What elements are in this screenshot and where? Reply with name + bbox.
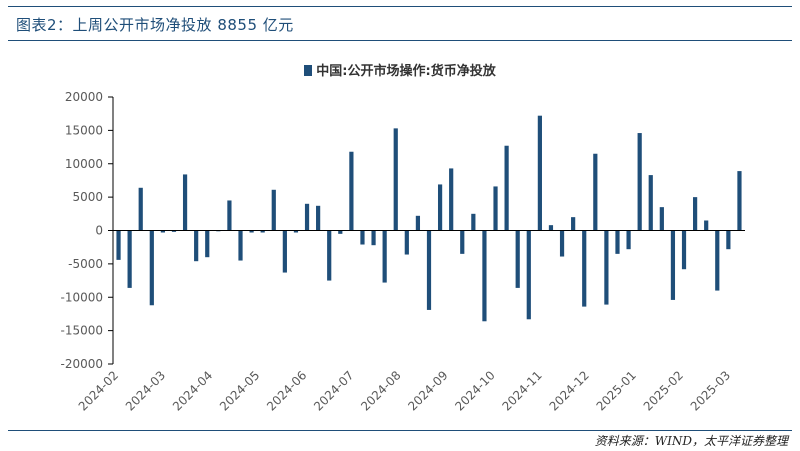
bar xyxy=(149,230,154,306)
bottom-rule xyxy=(8,430,792,431)
bar xyxy=(604,230,609,305)
legend-label: 中国:公开市场操作:货币净投放 xyxy=(316,64,496,79)
x-tick-label: 2024-03 xyxy=(123,368,168,413)
bar xyxy=(260,230,265,233)
bar xyxy=(138,187,143,231)
y-tick-label: 0 xyxy=(95,224,103,238)
bar xyxy=(670,230,676,300)
bar xyxy=(482,230,487,322)
bar xyxy=(182,174,188,231)
bar xyxy=(559,230,565,257)
bar xyxy=(205,230,210,258)
bar xyxy=(659,207,664,231)
x-tick-label: 2024-10 xyxy=(452,368,497,413)
bar xyxy=(349,151,354,231)
bar xyxy=(515,230,520,288)
bar xyxy=(171,230,177,232)
bar xyxy=(371,230,376,246)
x-tick-label: 2024-07 xyxy=(311,368,356,413)
bar xyxy=(382,230,387,283)
bar xyxy=(304,203,310,231)
bar xyxy=(327,230,332,281)
bar xyxy=(737,171,742,231)
bar xyxy=(127,230,132,288)
bar xyxy=(338,230,343,234)
y-tick-label: 10000 xyxy=(65,157,103,171)
bar xyxy=(648,175,653,231)
bar xyxy=(471,213,476,231)
bar xyxy=(493,186,498,231)
bar xyxy=(582,230,587,307)
bar xyxy=(537,115,542,231)
bar xyxy=(704,220,709,231)
chart-legend: 中国:公开市场操作:货币净投放 xyxy=(0,60,800,79)
x-tick-label: 2025-02 xyxy=(641,368,686,413)
bar xyxy=(116,230,121,260)
bar xyxy=(227,200,232,231)
x-tick-label: 2024-11 xyxy=(499,368,544,413)
bar xyxy=(404,230,409,255)
bar xyxy=(504,145,509,231)
bar xyxy=(637,133,642,231)
bar xyxy=(426,230,432,310)
x-tick-label: 2024-06 xyxy=(264,368,309,413)
y-tick-label: -5000 xyxy=(68,257,103,271)
y-tick-label: -15000 xyxy=(60,324,103,338)
bar xyxy=(593,153,598,231)
bar xyxy=(681,230,687,270)
x-tick-label: 2025-03 xyxy=(688,368,733,413)
x-tick-label: 2024-04 xyxy=(170,368,215,413)
x-tick-label: 2024-08 xyxy=(358,368,403,413)
y-tick-label: -20000 xyxy=(60,357,103,371)
y-tick-label: -10000 xyxy=(60,290,103,304)
source-note: 资料来源：WIND，太平洋证券整理 xyxy=(594,434,788,448)
bar xyxy=(715,230,720,291)
bar xyxy=(393,128,398,231)
x-tick-label: 2024-05 xyxy=(217,368,262,413)
x-tick-label: 2025-01 xyxy=(594,368,639,413)
bar xyxy=(293,230,299,233)
bar xyxy=(626,230,631,250)
bar xyxy=(437,184,443,231)
title-rule xyxy=(8,40,792,41)
bar xyxy=(360,230,365,245)
bar xyxy=(571,217,576,231)
y-tick-label: 15000 xyxy=(65,123,103,137)
bar xyxy=(460,230,465,254)
bar xyxy=(526,230,531,320)
bar xyxy=(316,205,321,231)
bar xyxy=(548,225,554,231)
x-tick-label: 2024-02 xyxy=(76,368,121,413)
x-tick-label: 2024-09 xyxy=(405,368,450,413)
bar xyxy=(238,230,243,261)
bar xyxy=(415,215,421,231)
bar xyxy=(249,230,254,233)
bar xyxy=(282,230,287,273)
bar xyxy=(693,197,698,231)
y-tick-label: 5000 xyxy=(72,190,103,204)
bar xyxy=(160,230,165,233)
bar xyxy=(449,168,454,231)
y-tick-label: 20000 xyxy=(65,90,103,104)
bar xyxy=(194,230,199,262)
top-rule xyxy=(8,6,792,7)
x-tick-label: 2024-12 xyxy=(547,368,592,413)
bar xyxy=(271,189,276,231)
bar xyxy=(615,230,620,254)
legend-swatch xyxy=(304,65,313,76)
bar xyxy=(726,230,731,250)
figure-title: 图表2：上周公开市场净投放 8855 亿元 xyxy=(16,16,294,34)
